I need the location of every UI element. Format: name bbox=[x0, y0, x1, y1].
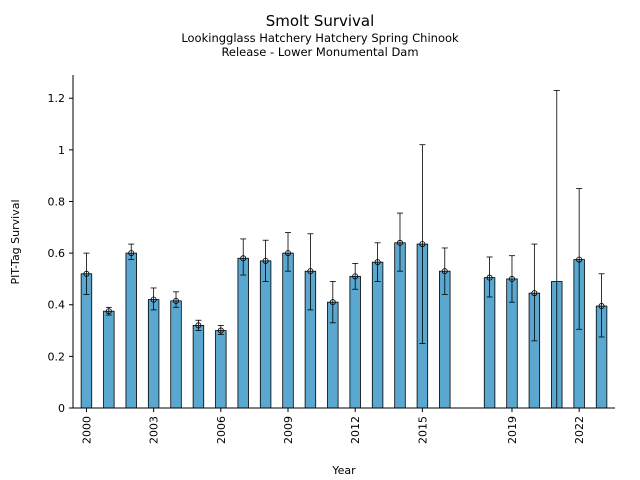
point-2015 bbox=[419, 241, 426, 248]
y-tick-label: 1 bbox=[58, 144, 65, 157]
bar-2003 bbox=[147, 299, 160, 409]
y-tick-label: 0.4 bbox=[48, 299, 66, 312]
x-tick-label: 2009 bbox=[282, 416, 295, 444]
x-tick-label: 2006 bbox=[215, 416, 228, 444]
point-2009 bbox=[285, 250, 292, 257]
bar-2004 bbox=[170, 300, 182, 409]
point-2010 bbox=[307, 268, 314, 275]
point-2014 bbox=[396, 239, 403, 246]
point-2016 bbox=[441, 268, 448, 275]
y-axis-label: PIT-Tag Survival bbox=[9, 199, 22, 284]
point-2023 bbox=[598, 303, 605, 310]
chart-subtitle-line2: Release - Lower Monumental Dam bbox=[221, 45, 419, 59]
point-2011 bbox=[329, 299, 336, 306]
point-2003 bbox=[150, 296, 157, 303]
point-2004 bbox=[173, 297, 180, 304]
y-tick-label: 0.8 bbox=[48, 195, 66, 208]
point-2000 bbox=[83, 270, 90, 277]
chart-title: Smolt Survival bbox=[265, 12, 375, 30]
point-2013 bbox=[374, 259, 381, 266]
x-tick-label: 2022 bbox=[573, 416, 586, 444]
bar-2013 bbox=[371, 261, 384, 409]
y-tick-label: 0 bbox=[58, 402, 65, 415]
point-2018 bbox=[486, 274, 493, 281]
bar-2009 bbox=[282, 252, 294, 409]
point-2008 bbox=[262, 257, 269, 264]
x-tick-label: 2012 bbox=[349, 416, 362, 444]
point-2012 bbox=[352, 273, 359, 280]
bar-2001 bbox=[103, 310, 115, 409]
point-2002 bbox=[128, 250, 135, 257]
bar-2008 bbox=[259, 260, 272, 409]
bar-2006 bbox=[215, 330, 227, 409]
bar-2002 bbox=[125, 252, 137, 409]
bar-marks bbox=[80, 90, 608, 409]
bar-2007 bbox=[237, 257, 249, 409]
axes: 0 0.2 0.4 0.6 0.8 1 1.2 2000 2003 2006 2009 2012 201… bbox=[48, 75, 615, 444]
point-2007 bbox=[240, 255, 247, 262]
point-2022 bbox=[576, 256, 583, 263]
point-2001 bbox=[105, 308, 112, 315]
y-tick-label: 0.6 bbox=[48, 247, 66, 260]
chart-subtitle-line1: Lookingglass Hatchery Hatchery Spring Ch… bbox=[181, 31, 459, 45]
point-2020 bbox=[531, 290, 538, 297]
y-tick-label: 0.2 bbox=[48, 350, 66, 363]
point-2019 bbox=[508, 275, 515, 282]
x-tick-label: 2003 bbox=[148, 416, 161, 444]
y-tick-label: 1.2 bbox=[48, 92, 66, 105]
bar-2012 bbox=[349, 275, 361, 409]
x-tick-label: 2019 bbox=[506, 416, 519, 444]
x-tick-label: 2000 bbox=[80, 416, 93, 444]
bar-2005 bbox=[192, 324, 205, 409]
x-tick-label: 2015 bbox=[416, 416, 429, 444]
point-2005 bbox=[195, 322, 202, 329]
point-2006 bbox=[217, 327, 224, 334]
x-axis-label: Year bbox=[331, 464, 356, 477]
